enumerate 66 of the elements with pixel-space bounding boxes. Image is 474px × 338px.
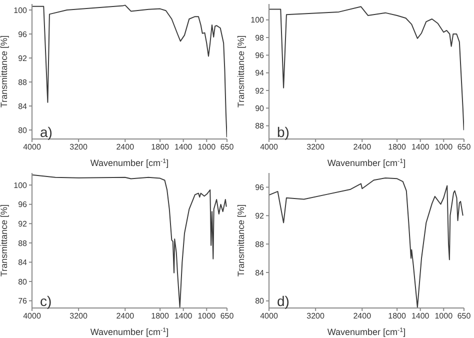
y-axis-title: Transmittance [%] (0, 204, 9, 277)
x-tick-label: 3200 (70, 142, 88, 152)
x-tick-label: 3200 (306, 312, 326, 321)
y-tick-label: 80 (18, 277, 28, 286)
x-tick-label: 1000 (434, 312, 454, 321)
x-tick-label: 1800 (388, 142, 407, 152)
annotation: b) (277, 124, 290, 140)
y-tick-label: 90 (255, 104, 265, 113)
y-tick-label: 92 (255, 211, 265, 220)
x-tick-label: 1800 (151, 312, 170, 321)
x-tick-label: 1400 (411, 142, 430, 152)
x-tick-label: 1400 (411, 312, 430, 321)
y-tick-label: 84 (18, 258, 28, 268)
y-axis-title: Transmittance [%] (236, 35, 246, 108)
annotation: a) (40, 124, 52, 140)
x-tick-label: 3200 (70, 312, 88, 321)
x-tick-label: 650 (457, 142, 472, 152)
y-tick-label: 84 (255, 268, 265, 278)
x-tick-label: 2400 (116, 142, 135, 152)
x-axis-title: Wavenumber [cm$^{-1}$] (327, 326, 406, 337)
x-tick-label: 1400 (174, 142, 193, 152)
y-tick-label: 96 (255, 183, 265, 192)
y-tick-label: 98 (255, 33, 265, 42)
y-tick-label: 80 (255, 296, 265, 306)
y-tick-label: 100 (14, 180, 28, 190)
y-tick-label: 96 (255, 51, 265, 60)
x-tick-label: 4000 (23, 312, 42, 321)
x-tick-label: 650 (220, 312, 234, 321)
x-tick-label: 1400 (174, 312, 193, 321)
y-tick-label: 92 (255, 86, 265, 96)
x-axis-title: Wavenumber [cm$^{-1}$] (90, 326, 169, 337)
y-tick-label: 96 (18, 30, 28, 39)
x-tick-label: 2400 (116, 312, 135, 321)
x-tick-label: 3200 (306, 142, 326, 152)
y-tick-label: 92 (18, 219, 28, 228)
y-tick-label: 94 (255, 68, 265, 78)
y-tick-label: 88 (18, 78, 28, 87)
x-axis-title: Wavenumber [cm$^{-1}$] (90, 158, 169, 168)
x-axis-title: Wavenumber [cm$^{-1}$] (327, 158, 406, 168)
x-tick-label: 2400 (353, 142, 372, 152)
annotation: c) (40, 293, 52, 309)
x-tick-label: 650 (220, 142, 234, 152)
y-tick-label: 88 (255, 122, 265, 131)
x-tick-label: 1000 (198, 312, 216, 321)
y-axis-title: Transmittance [%] (0, 35, 9, 108)
y-tick-label: 84 (18, 102, 28, 111)
x-tick-label: 4000 (23, 142, 42, 152)
x-tick-label: 1000 (434, 142, 454, 152)
y-tick-label: 92 (18, 54, 28, 63)
x-tick-label: 1000 (198, 142, 216, 152)
line-series (32, 174, 227, 308)
y-tick-label: 96 (18, 200, 28, 210)
x-tick-label: 1800 (388, 312, 407, 321)
annotation: d) (277, 293, 290, 309)
x-tick-label: 650 (457, 312, 472, 321)
y-tick-label: 100 (14, 6, 28, 15)
x-tick-label: 1800 (151, 142, 170, 152)
x-tick-label: 4000 (260, 312, 278, 321)
x-tick-label: 2400 (353, 312, 372, 321)
y-axis-title: Transmittance [%] (236, 204, 246, 277)
y-tick-label: 76 (18, 296, 28, 306)
x-tick-label: 4000 (260, 142, 278, 152)
y-tick-label: 80 (18, 126, 28, 135)
y-tick-label: 100 (250, 16, 265, 25)
y-tick-label: 88 (18, 238, 28, 248)
y-tick-label: 88 (255, 240, 265, 249)
